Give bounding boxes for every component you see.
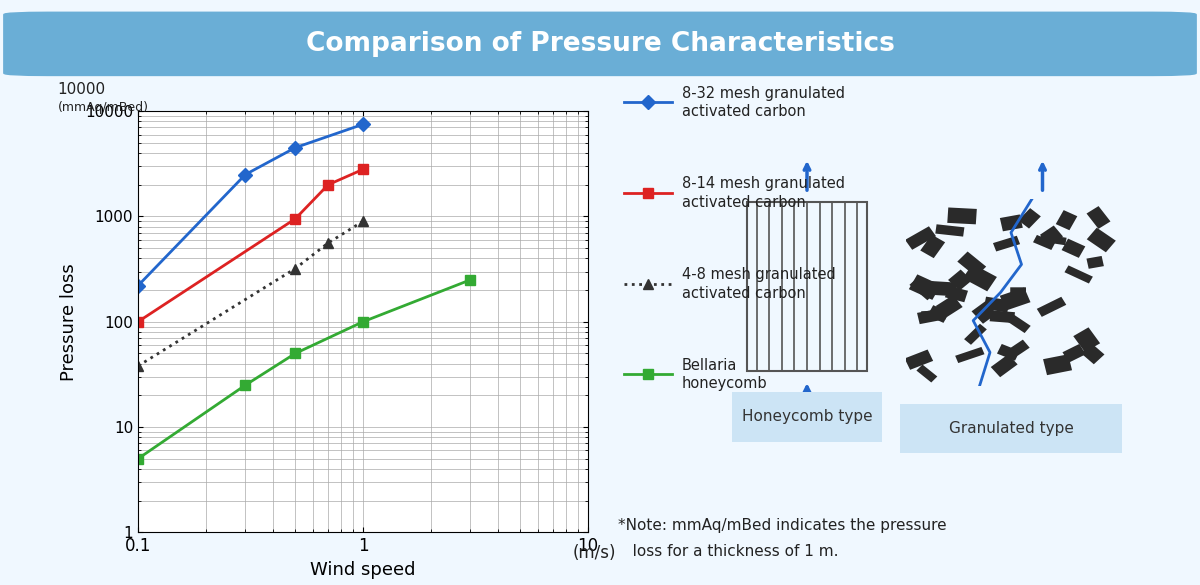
Polygon shape [1000,287,1031,311]
Polygon shape [1081,343,1104,364]
Polygon shape [972,301,997,324]
Polygon shape [964,324,986,345]
Polygon shape [917,308,946,324]
Text: Honeycomb type: Honeycomb type [742,410,872,424]
Text: 8-32 mesh granulated
activated carbon: 8-32 mesh granulated activated carbon [682,85,845,119]
Polygon shape [935,224,965,236]
Polygon shape [1086,206,1110,229]
Polygon shape [920,235,946,258]
Polygon shape [1064,266,1093,284]
Polygon shape [1043,355,1072,375]
Polygon shape [908,274,941,300]
Text: *Note: mmAq/mBed indicates the pressure: *Note: mmAq/mBed indicates the pressure [618,518,947,533]
Polygon shape [944,286,968,302]
Polygon shape [1000,215,1022,231]
Polygon shape [1056,210,1078,230]
Polygon shape [962,264,997,291]
Polygon shape [917,364,937,383]
Polygon shape [905,226,936,250]
Polygon shape [1087,228,1116,252]
Polygon shape [948,270,972,291]
Text: (m/s): (m/s) [572,544,616,562]
Polygon shape [947,208,977,224]
Polygon shape [958,252,986,277]
Polygon shape [990,310,1015,323]
Text: Bellaria
honeycomb: Bellaria honeycomb [682,357,767,391]
Polygon shape [955,347,984,363]
Text: 4-8 mesh granulated
activated carbon: 4-8 mesh granulated activated carbon [682,267,835,301]
Polygon shape [1062,344,1086,363]
Polygon shape [1019,208,1040,229]
Polygon shape [1040,226,1063,246]
Polygon shape [930,281,956,296]
Polygon shape [1010,287,1026,297]
Polygon shape [1033,235,1055,250]
Text: Granulated type: Granulated type [948,421,1074,436]
Text: 10000: 10000 [58,81,106,97]
Polygon shape [1004,312,1031,333]
Text: 8-14 mesh granulated
activated carbon: 8-14 mesh granulated activated carbon [682,176,845,210]
X-axis label: Wind speed: Wind speed [311,561,415,579]
Polygon shape [1037,297,1067,317]
Polygon shape [1073,328,1100,352]
Polygon shape [1062,239,1085,258]
Polygon shape [922,311,942,321]
Polygon shape [905,349,934,370]
Text: (mmAq/mBed): (mmAq/mBed) [58,101,149,114]
FancyBboxPatch shape [720,388,894,446]
Polygon shape [936,295,962,318]
Polygon shape [1086,256,1104,269]
Polygon shape [910,277,936,300]
Polygon shape [991,355,1018,377]
Polygon shape [997,344,1020,361]
Text: loss for a thickness of 1 m.: loss for a thickness of 1 m. [618,544,839,559]
FancyBboxPatch shape [4,12,1196,75]
Text: Comparison of Pressure Characteristics: Comparison of Pressure Characteristics [306,31,894,57]
Y-axis label: Pressure loss: Pressure loss [60,263,78,381]
Polygon shape [1039,234,1067,245]
Polygon shape [984,297,1009,312]
FancyBboxPatch shape [882,400,1140,457]
Polygon shape [1010,340,1030,356]
Polygon shape [928,305,949,323]
Polygon shape [992,236,1020,252]
